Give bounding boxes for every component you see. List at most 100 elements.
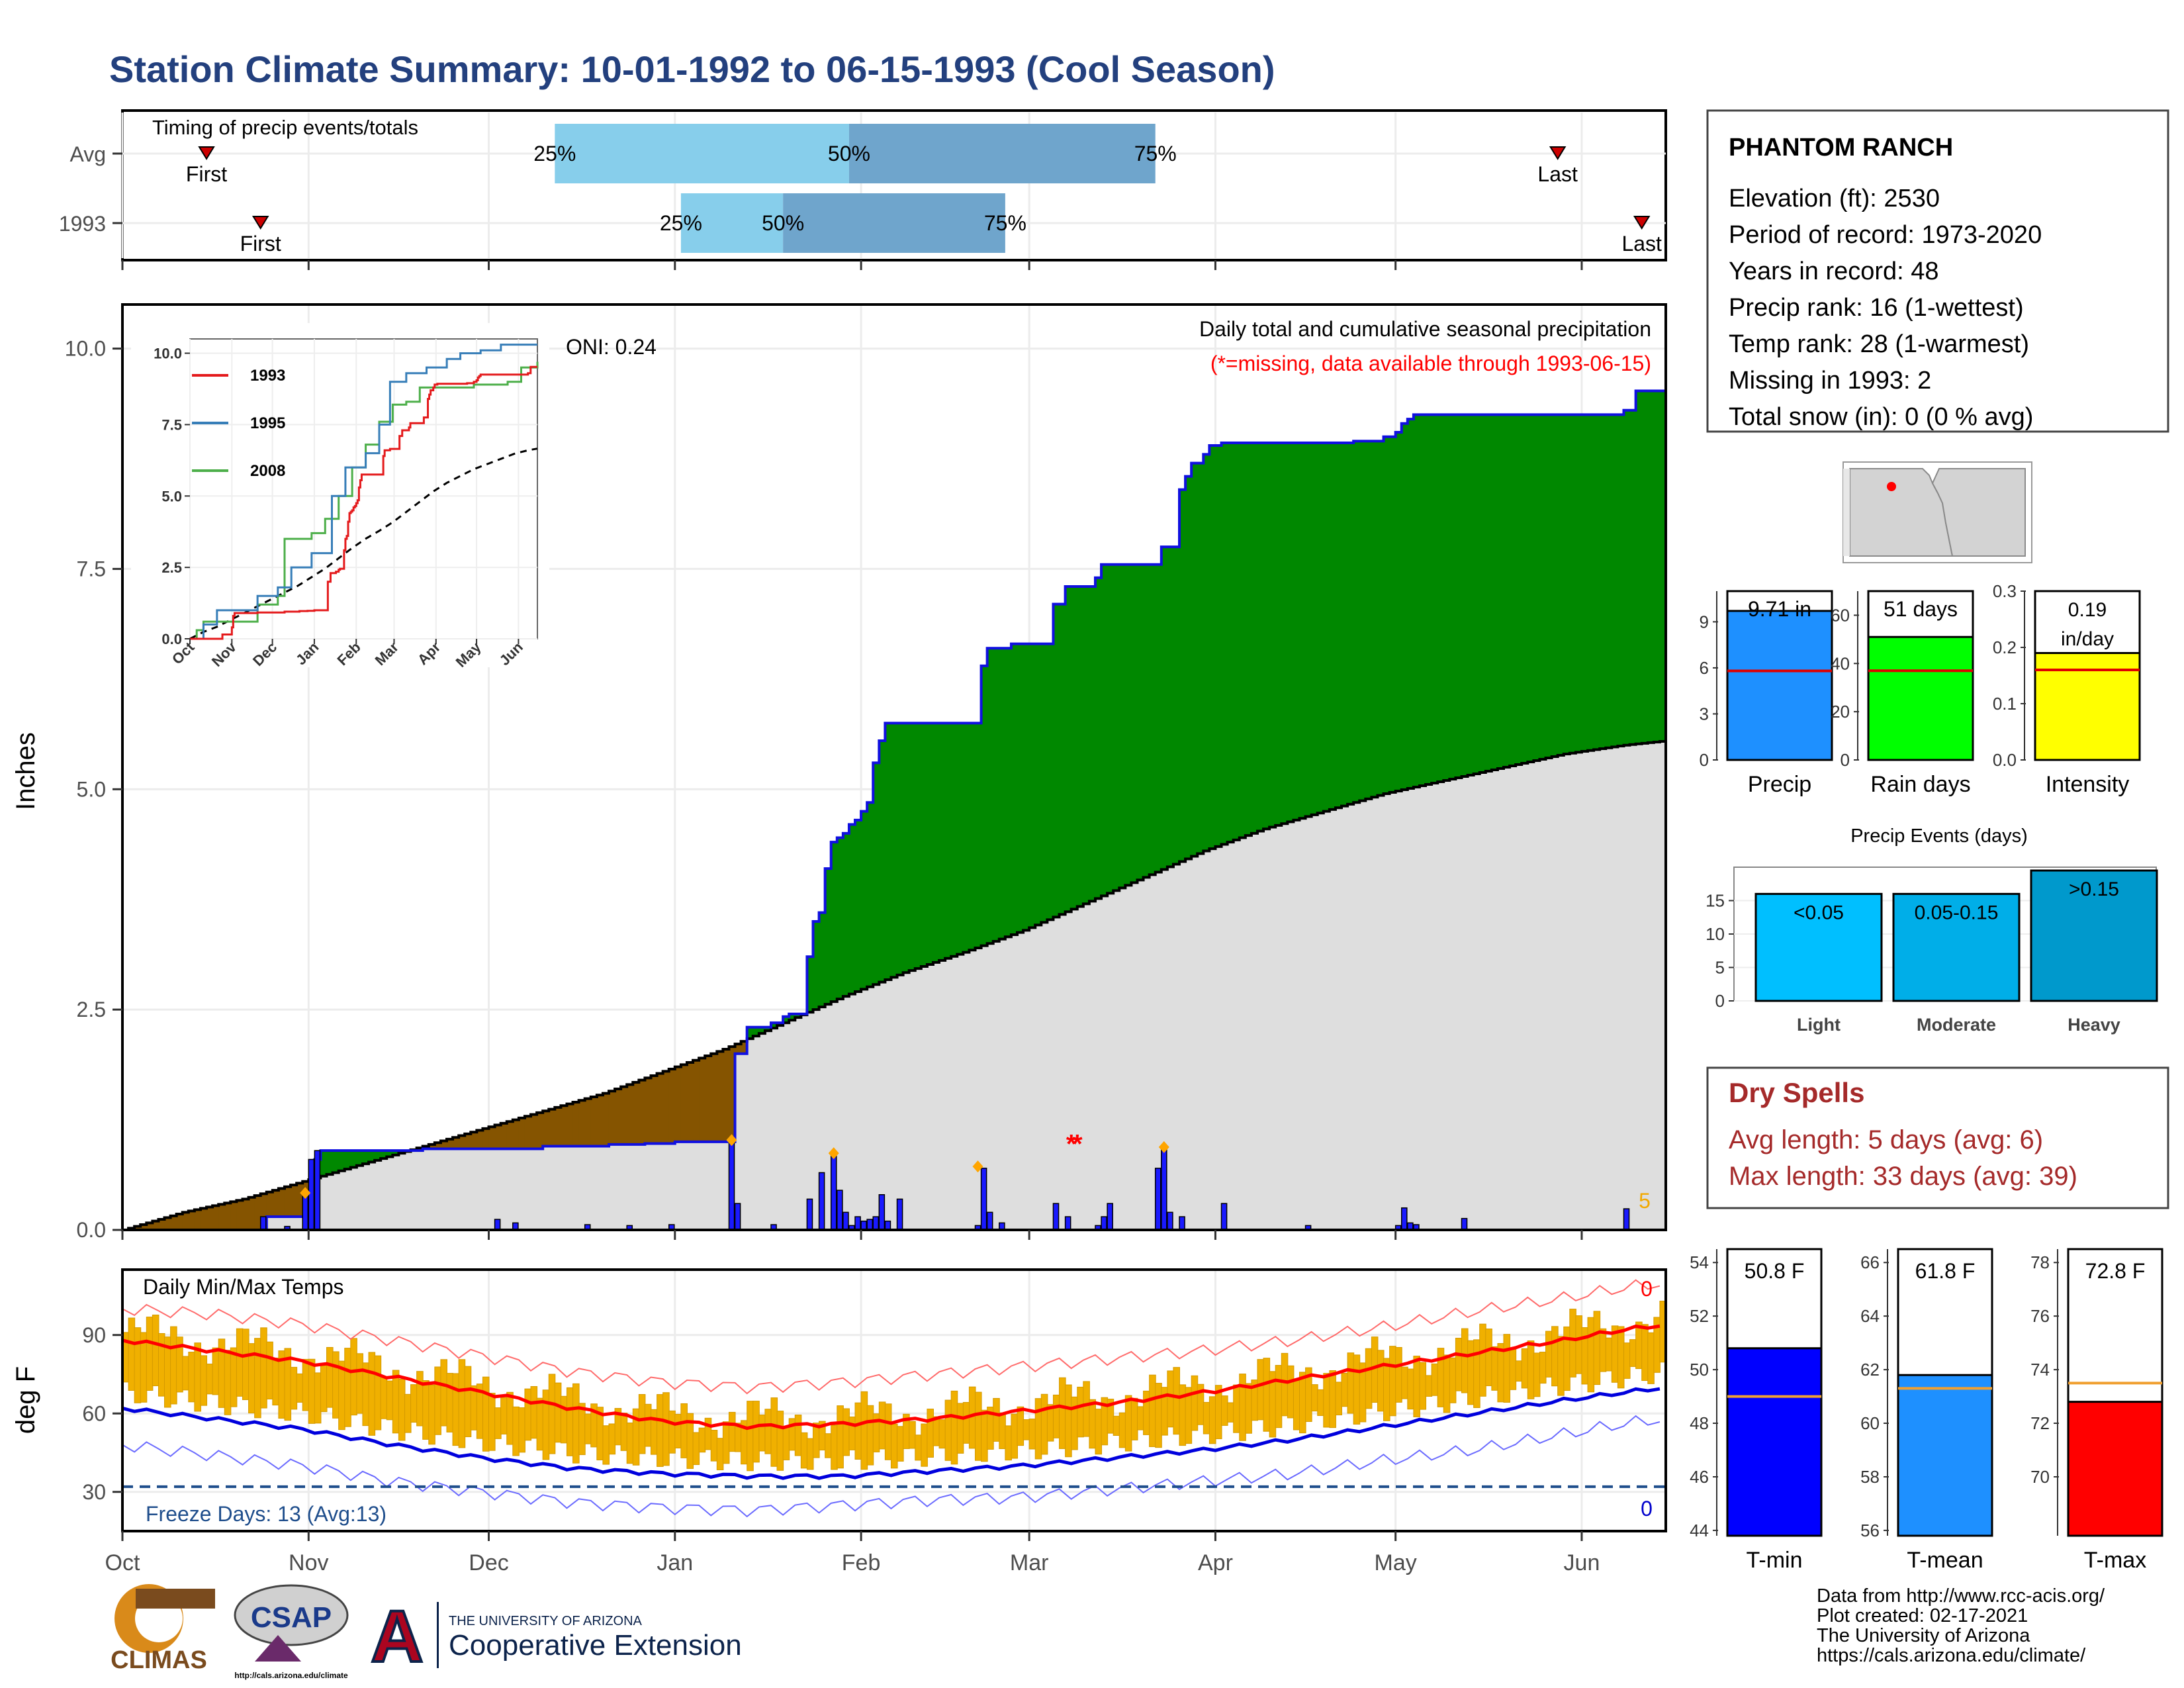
above-average-band [909,723,916,971]
temp-t-max-bar [2067,1401,2163,1537]
events-bar-heavy [2030,869,2158,1002]
daily-temp-range-bar [410,1384,418,1423]
above-average-band [927,723,934,964]
daily-temp-range-bar [458,1359,466,1448]
below-average-band [512,1119,520,1149]
daily-temp-range-bar [752,1401,760,1463]
temp-t-min-tick-label-2: 48 [1690,1413,1709,1433]
above-average-band [1143,564,1150,878]
above-average-band [350,1150,357,1168]
daily-temp-range-bar [380,1377,388,1419]
below-average-band [680,1064,688,1142]
above-average-band [338,1150,345,1171]
daily-temp-range-bar [1365,1348,1373,1409]
daily-temp-range-bar [350,1338,357,1416]
last-event-marker-0 [1549,146,1567,160]
daily-temp-range-bar [1221,1395,1228,1426]
temp-t-min-tick-label-0: 44 [1690,1521,1709,1540]
below-average-band [572,1102,580,1147]
above-average-band [1365,441,1372,799]
footer-line-0: Data from http://www.rcc-acis.org/ [1817,1585,2105,1607]
above-average-band [1395,432,1402,791]
daily-precip-bar-27 [980,1168,987,1231]
above-average-band [1173,547,1180,865]
timing-q50-label-1: 50% [762,211,804,235]
daily-temp-range-bar [692,1432,700,1466]
below-average-band [224,1203,231,1230]
daily-precip-bar-14 [818,1172,825,1231]
daily-temp-range-bar [1065,1384,1072,1458]
daily-precip-bar-35 [1154,1168,1161,1231]
temp-y-tick-label-2: 90 [82,1323,106,1347]
daily-temp-range-bar [776,1411,784,1471]
below-average-band [465,1133,471,1149]
daily-temp-range-bar [921,1423,928,1467]
above-average-band [807,957,814,1013]
station-detail-4: Temp rank: 28 (1-warmest) [1729,330,2029,358]
daily-temp-range-bar [146,1317,154,1391]
daily-temp-range-bar [260,1327,267,1409]
csap-logo: CSAP http://cals.arizona.edu/climate [234,1584,349,1680]
above-average-band [1035,643,1042,925]
daily-precip-bar-38 [1179,1216,1185,1231]
daily-temp-range-bar [1023,1419,1030,1440]
above-average-band [848,824,856,994]
below-average-band [686,1062,694,1142]
daily-temp-range-bar [518,1407,525,1453]
daily-temp-range-bar [974,1391,982,1461]
month-label-6: Apr [1198,1550,1233,1575]
below-average-band [278,1188,285,1217]
daily-temp-range-bar [764,1409,772,1454]
above-average-band [1137,564,1144,880]
daily-temp-range-bar [999,1412,1006,1449]
above-average-band [837,837,844,1000]
daily-precip-bar-33 [1101,1216,1107,1231]
daily-temp-range-bar [194,1342,201,1412]
below-average-band [284,1186,291,1217]
below-average-band [608,1091,615,1145]
daily-temp-range-bar [560,1395,568,1444]
timing-q25-label-1: 25% [660,211,702,235]
daily-temp-range-bar [909,1421,916,1449]
daily-temp-range-bar [638,1394,646,1454]
summary-intensity-value-text: 0.19 [2068,599,2107,621]
above-average-band [1089,586,1096,902]
daily-temp-range-bar [1383,1358,1390,1421]
month-label-8: Jun [1564,1550,1600,1575]
inset-legend-label-2008: 2008 [250,462,285,480]
daily-temp-range-bar [584,1413,592,1444]
daily-temp-range-bar [266,1341,273,1399]
events-tick-label-1: 5 [1715,958,1725,978]
daily-temp-range-bar [1155,1383,1162,1448]
above-average-band [1257,443,1264,831]
daily-temp-range-bar [464,1366,472,1437]
daily-temp-range-bar [1233,1384,1240,1433]
below-average-band [188,1211,195,1230]
csap-url: http://cals.arizona.edu/climate [234,1671,348,1680]
daily-temp-range-bar [1298,1372,1306,1434]
above-average-band [1461,414,1469,776]
above-average-band [783,1016,790,1023]
below-average-band [488,1127,496,1149]
daily-temp-range-bar [1136,1406,1144,1430]
above-average-band [921,723,928,967]
below-average-band [272,1190,279,1217]
daily-temp-range-bar [224,1350,232,1415]
below-average-band [531,1114,537,1149]
above-average-band [1612,414,1619,747]
timing-row-label-1: 1993 [59,212,106,236]
precip-chart-title: Daily total and cumulative seasonal prec… [1199,317,1651,341]
below-average-band [584,1098,592,1147]
daily-precip-bar-34 [1107,1203,1113,1231]
temp-t-min-bar [1726,1347,1823,1537]
below-average-band [657,1073,664,1144]
summary-rain-days-value-text: 51 days [1884,597,1958,621]
above-average-band [1107,564,1114,894]
daily-temp-range-bar [866,1405,874,1466]
daily-temp-range-bar [710,1430,718,1462]
above-average-band [1600,414,1606,749]
page-title: Station Climate Summary: 10-01-1992 to 0… [109,48,1275,90]
below-average-band [590,1096,598,1147]
timing-q25-q50-bar-0 [555,124,849,183]
above-average-band [369,1150,375,1162]
